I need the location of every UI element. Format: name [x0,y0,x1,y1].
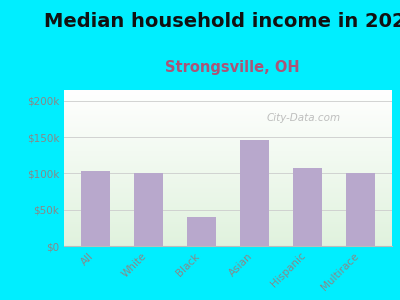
Bar [240,140,269,246]
Bar [187,217,216,246]
Bar [346,173,375,246]
Bar [293,168,322,246]
Bar [134,173,163,246]
Text: Median household income in 2022: Median household income in 2022 [44,12,400,31]
Text: Strongsville, OH: Strongsville, OH [165,60,299,75]
Text: City-Data.com: City-Data.com [266,113,340,123]
Bar [81,171,110,246]
